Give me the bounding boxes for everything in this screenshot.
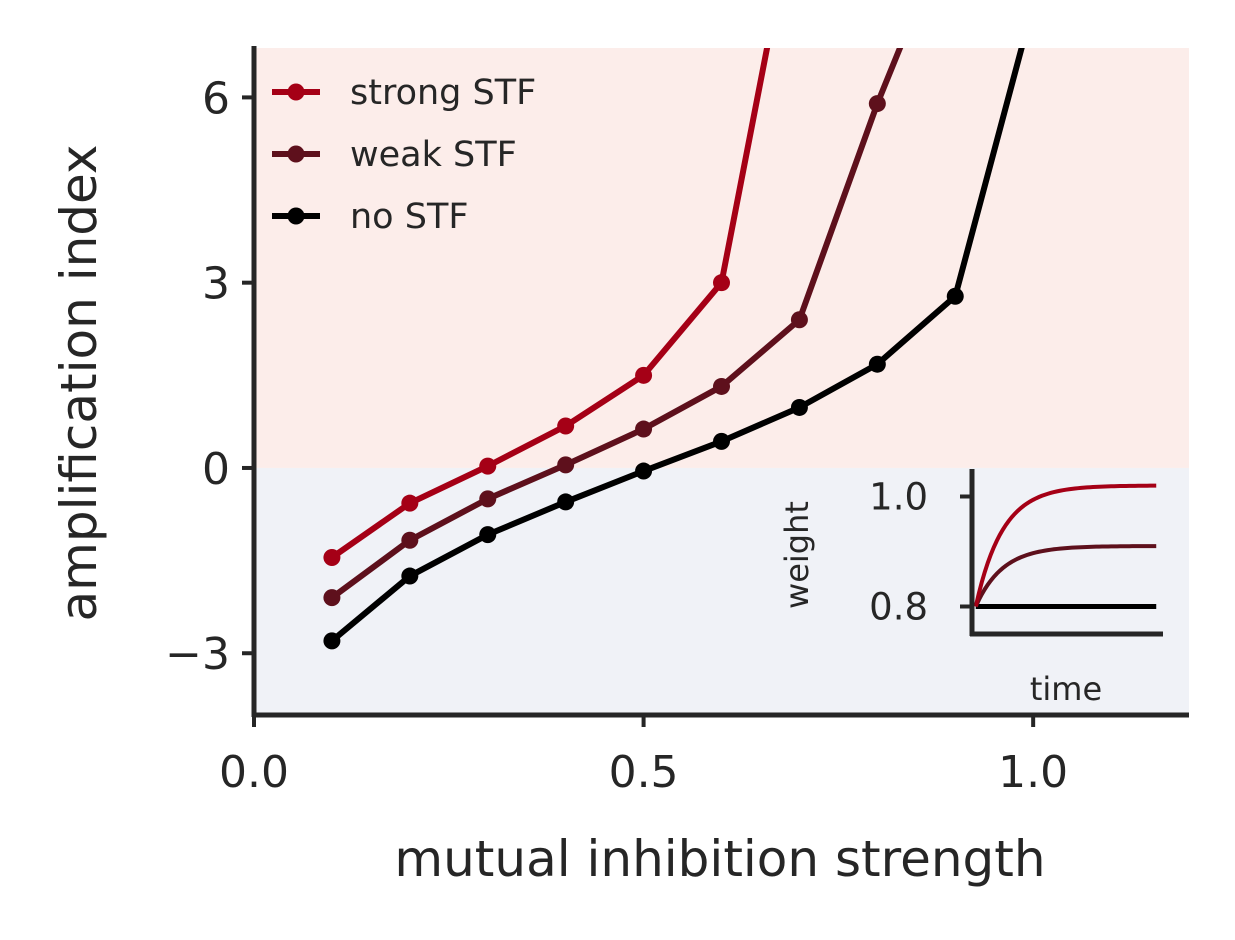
data-point <box>790 398 808 416</box>
x-tick-label: 1.0 <box>998 747 1068 798</box>
series-line <box>329 48 1025 644</box>
data-point <box>323 549 341 567</box>
y-tick-label: −3 <box>165 629 230 680</box>
legend-label: strong STF <box>350 73 536 113</box>
y-tick-label: 6 <box>202 73 230 124</box>
x-ticks: 0.0 0.5 1.0 <box>219 715 1068 798</box>
series-no-stf <box>323 48 1025 650</box>
legend-swatch-marker <box>287 145 305 163</box>
data-point <box>868 95 886 113</box>
data-point <box>557 456 575 474</box>
data-point <box>479 526 497 544</box>
inset-series <box>973 483 1157 609</box>
series-layer <box>323 48 1025 650</box>
y-ticks: −3 0 3 6 <box>165 73 254 680</box>
data-point <box>635 462 653 480</box>
y-tick-label: 3 <box>202 259 230 310</box>
data-point <box>635 366 653 384</box>
inset-y-axis-label: weight <box>778 501 816 609</box>
data-point <box>401 531 419 549</box>
weight-inset: 0.8 1.0 time weight <box>778 469 1163 708</box>
data-point <box>401 494 419 512</box>
series-strong-stf <box>323 48 771 567</box>
legend-label: no STF <box>350 197 468 237</box>
data-point <box>479 457 497 475</box>
data-point <box>401 567 419 585</box>
series-weak-stf <box>323 48 904 607</box>
data-point <box>713 274 730 292</box>
data-point <box>713 377 730 395</box>
legend-swatch-marker <box>287 83 305 101</box>
data-point <box>635 420 653 438</box>
legend-label: weak STF <box>350 135 517 175</box>
inset-y-tick-label: 1.0 <box>869 476 928 519</box>
background-band-0 <box>254 48 1189 468</box>
data-point <box>323 589 341 607</box>
data-point <box>323 632 341 650</box>
x-axis-label: mutual inhibition strength <box>394 830 1045 888</box>
inset-y-ticks: 0.8 1.0 <box>869 476 972 629</box>
inset-series-line <box>973 544 1157 608</box>
data-point <box>868 355 886 373</box>
y-tick-label: 0 <box>202 444 230 495</box>
data-point <box>557 493 575 511</box>
data-point <box>946 287 964 305</box>
x-tick-label: 0.5 <box>609 747 679 798</box>
data-point <box>790 311 808 329</box>
y-axis-label: amplification index <box>50 145 108 622</box>
inset-series-line <box>973 483 1157 607</box>
legend-swatch-marker <box>287 207 305 225</box>
inset-x-axis-label: time <box>1030 670 1102 708</box>
inset-y-tick-label: 0.8 <box>869 586 928 629</box>
data-point <box>713 432 730 450</box>
data-point <box>557 417 575 435</box>
data-point <box>479 490 497 508</box>
legend: strong STF weak STF no STF <box>272 73 536 237</box>
x-tick-label: 0.0 <box>219 747 289 798</box>
